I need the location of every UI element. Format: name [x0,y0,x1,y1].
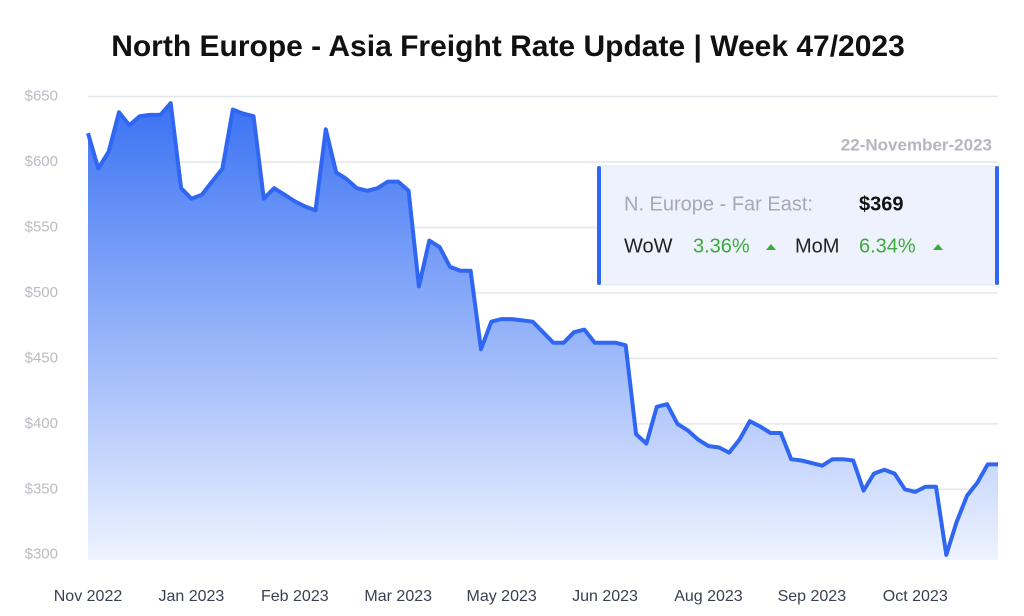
x-tick-label: Feb 2023 [261,588,329,605]
y-tick-label: $500 [25,284,58,301]
y-tick-label: $550 [25,218,58,235]
x-tick-label: Sep 2023 [778,588,847,605]
mom-value: 6.34% [859,235,916,257]
chart-title: North Europe - Asia Freight Rate Update … [111,30,905,63]
x-tick-label: Nov 2022 [54,588,123,605]
y-tick-label: $650 [25,88,58,105]
y-tick-label: $300 [25,546,58,563]
info-panel [597,165,999,286]
y-tick-label: $350 [25,480,58,497]
mom-label: MoM [795,235,839,257]
x-tick-label: Oct 2023 [883,588,948,605]
info-border [597,166,601,285]
wow-label: WoW [624,235,673,257]
y-tick-label: $600 [25,153,58,170]
info-date: 22-November-2023 [841,135,992,154]
info-route: N. Europe - Far East: [624,193,813,215]
x-tick-label: May 2023 [467,588,537,605]
up-arrow [766,244,776,250]
x-tick-label: Aug 2023 [674,588,743,605]
wow-value: 3.36% [693,235,750,257]
up-arrow [933,244,943,250]
y-tick-label: $400 [25,415,58,432]
x-tick-label: Mar 2023 [364,588,432,605]
line [86,101,998,557]
area [88,103,998,560]
info-border [995,166,999,285]
y-tick-label: $450 [25,349,58,366]
info-rate: $369 [859,193,904,215]
x-tick-label: Jan 2023 [158,588,224,605]
info-box: 22-November-2023 N. Europe - Far East: $… [597,135,999,286]
x-tick-label: Jun 2023 [572,588,638,605]
